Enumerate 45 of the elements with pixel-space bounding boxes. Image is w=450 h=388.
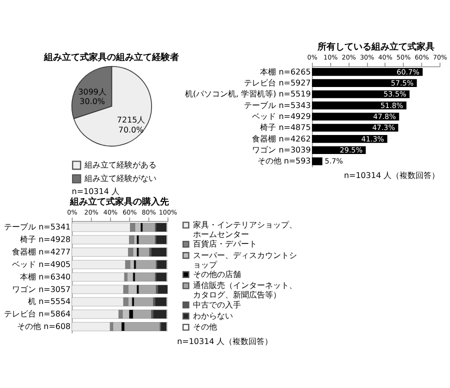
data-label: 3099人 30.0% xyxy=(78,88,106,106)
data-label: 41.3% xyxy=(361,134,384,144)
data-label: 47.3% xyxy=(372,123,396,132)
y-tick-label: ワゴン n=3039 xyxy=(252,146,311,155)
legend-label: 組み立て経験がある xyxy=(84,160,157,170)
legend-label: 通信販売（インターネット、カタログ、新聞広告等） xyxy=(193,281,298,300)
y-tick-label: テレビ台 n=5927 xyxy=(244,78,311,88)
y-tick-label: ベッド n=4929 xyxy=(252,112,311,121)
data-label: 29.5% xyxy=(340,146,363,155)
y-tick-label: 机 n=5554 xyxy=(28,297,71,306)
legend-label: その他の店舗 xyxy=(193,270,242,279)
legend-label: わからない xyxy=(193,311,234,320)
legend-label: 百貨店・デパート xyxy=(193,240,258,249)
legend-label: 中古での入手 xyxy=(193,300,242,310)
y-tick-label: 本棚 n=6340 xyxy=(20,272,71,282)
data-label: 53.5% xyxy=(384,90,407,99)
y-tick-label: ワゴン n=3057 xyxy=(12,284,71,294)
y-tick-label: その他 n=593 xyxy=(257,156,311,166)
y-tick-label: 椅子 n=4928 xyxy=(20,235,71,244)
y-tick-label: 食器棚 n=4277 xyxy=(12,248,71,257)
text: n=10314 人 xyxy=(72,187,120,196)
y-tick-label: テーブル n=5343 xyxy=(244,100,311,110)
chart-title: 組み立て式家具の購入先 xyxy=(69,196,170,208)
data-label: 57.5% xyxy=(390,78,414,88)
data-label: 51.8% xyxy=(380,100,404,110)
data-label: 47.8% xyxy=(373,112,396,121)
chart-title: 組み立て式家具の組み立て経験者 xyxy=(43,52,180,63)
y-tick-label: ベッド n=4905 xyxy=(12,260,71,269)
y-tick-label: 椅子 n=4875 xyxy=(260,123,311,132)
y-tick-label: テレビ台 n=5864 xyxy=(4,310,71,319)
legend-label: 組み立て経験がない xyxy=(84,174,157,184)
legend-label: スーパー、ディスカウントショップ xyxy=(193,250,298,270)
y-tick-label: 本棚 n=6265 xyxy=(260,67,311,76)
y-tick-label: 机(パソコン机, 学習机等) n=5519 xyxy=(184,90,311,99)
legend-label: その他 xyxy=(193,322,218,332)
data-label: 5.7% xyxy=(324,156,344,166)
legend-label: 家具・インテリアショップ、ホームセンター xyxy=(193,220,298,240)
y-tick-label: テーブル n=5341 xyxy=(4,222,71,232)
data-label: 60.7% xyxy=(396,67,420,76)
text: n=10314 人（複数回答） xyxy=(344,171,440,180)
y-tick-label: その他 n=608 xyxy=(17,322,71,332)
chart-title: 所有している組み立て式家具 xyxy=(316,42,434,53)
text: n=10314 人（複数回答） xyxy=(177,337,273,346)
y-tick-label: 食器棚 n=4262 xyxy=(252,134,311,144)
data-label: 7215人 70.0% xyxy=(116,116,146,134)
